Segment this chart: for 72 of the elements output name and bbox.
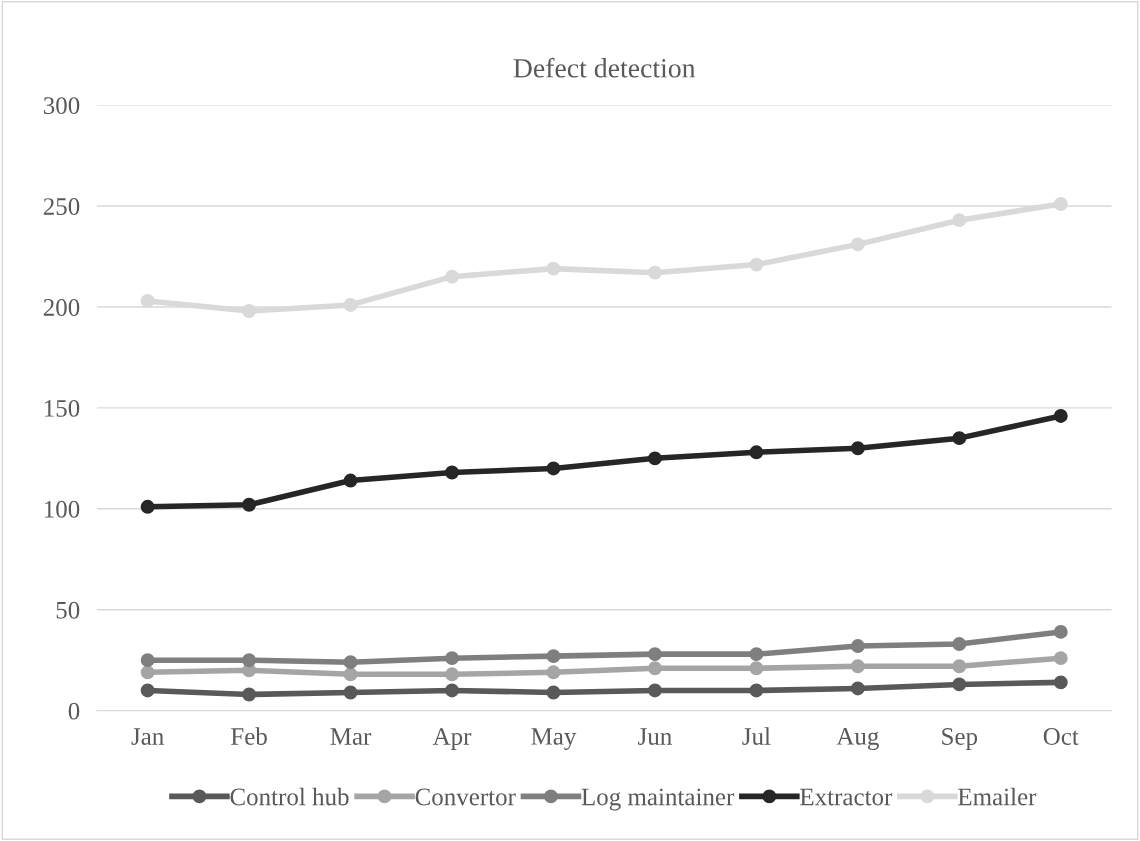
y-tick-label: 0 <box>68 702 80 720</box>
point <box>1053 651 1068 666</box>
point <box>952 659 967 674</box>
point <box>343 685 358 700</box>
x-tick-label: Jan <box>131 728 164 745</box>
x-tick-label: Oct <box>1043 728 1079 745</box>
point <box>546 261 561 276</box>
point <box>445 269 459 284</box>
point <box>850 441 865 456</box>
point <box>850 237 865 252</box>
point <box>140 653 155 668</box>
point <box>242 304 257 318</box>
x-tick-label: May <box>531 728 577 750</box>
point <box>445 651 459 666</box>
point <box>343 298 358 312</box>
point <box>242 497 257 512</box>
point <box>445 465 459 480</box>
point <box>952 431 967 446</box>
point <box>647 683 662 698</box>
point <box>749 683 764 698</box>
point <box>1053 197 1068 211</box>
point <box>647 451 662 466</box>
y-tick-label: 50 <box>56 601 80 619</box>
point <box>546 649 561 664</box>
legend-label: Emailer <box>958 787 1037 806</box>
point <box>647 661 662 676</box>
point <box>445 667 459 682</box>
point <box>242 653 257 668</box>
point <box>343 667 358 682</box>
point <box>343 473 358 488</box>
y-tick-label: 200 <box>43 299 80 316</box>
x-tick-label: Aug <box>836 728 879 750</box>
point <box>749 445 764 460</box>
point <box>749 661 764 676</box>
point <box>242 687 257 702</box>
chart-title: Defect detection <box>513 57 696 78</box>
legend-label: Extractor <box>800 788 893 806</box>
x-tick-label: Apr <box>432 728 472 750</box>
point <box>647 647 662 662</box>
point <box>140 665 155 680</box>
point <box>850 659 865 674</box>
y-tick-label: 100 <box>44 500 80 518</box>
point <box>546 461 561 476</box>
point <box>445 683 459 698</box>
y-tick-label: 150 <box>44 399 80 417</box>
point <box>1053 624 1068 639</box>
point <box>140 499 155 514</box>
y-tick-label: 300 <box>43 97 80 115</box>
point <box>647 265 662 280</box>
point <box>140 683 155 698</box>
y-tick-label: 250 <box>43 198 80 215</box>
point <box>749 647 764 662</box>
point <box>1053 675 1068 690</box>
point <box>140 293 155 308</box>
x-tick-label: Mar <box>330 728 372 745</box>
point <box>546 665 561 680</box>
x-tick-label: Jun <box>638 728 672 745</box>
legend-label: Control hub <box>230 787 349 806</box>
point <box>952 677 967 692</box>
x-tick-label: Sep <box>942 728 978 750</box>
legend-label: Convertor <box>415 788 516 806</box>
point <box>546 685 561 700</box>
point <box>749 257 764 272</box>
point <box>952 213 967 228</box>
x-tick-label: Jul <box>742 727 771 745</box>
point <box>952 637 967 651</box>
point <box>850 681 865 696</box>
x-tick-label: Feb <box>231 727 267 745</box>
point <box>850 639 865 654</box>
point <box>1053 409 1068 423</box>
legend-label: Log maintainer <box>581 788 735 811</box>
point <box>343 655 358 670</box>
